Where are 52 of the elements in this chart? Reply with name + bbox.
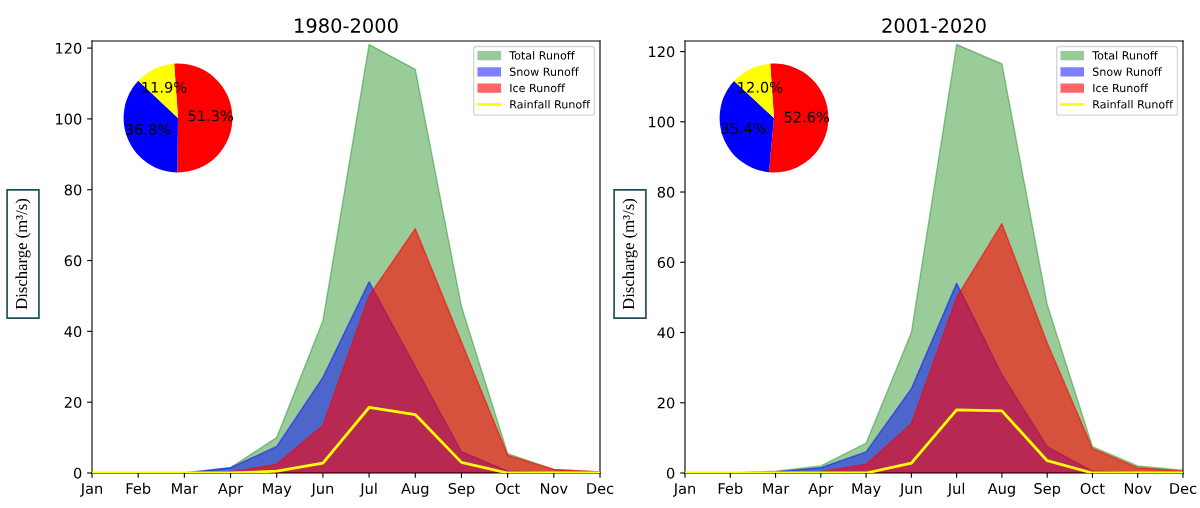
y-tick-label: 20 — [657, 397, 675, 409]
y-tick-label: 0 — [666, 467, 675, 479]
x-tick-label: Apr — [808, 483, 834, 497]
y-tick-label: 100 — [649, 116, 675, 128]
y-tick-label: 80 — [64, 184, 82, 196]
legend-label: Total Runoff — [1092, 51, 1158, 60]
x-tick-label: Jul — [359, 482, 377, 497]
legend-label: Ice Runoff — [510, 83, 566, 93]
x-tick-label: Nov — [1124, 483, 1152, 495]
x-tick-label: Apr — [218, 483, 244, 497]
legend-label: Total Runoff — [509, 51, 575, 60]
x-tick-label: Dec — [1170, 483, 1197, 495]
y-tick-label: 120 — [56, 42, 82, 54]
data-label: 35.4% — [721, 122, 766, 134]
legend-label: Snow Runoff — [1092, 67, 1162, 76]
chart-title: 1980-2000 — [295, 18, 398, 33]
legend-label: Rainfall Runoff — [1093, 99, 1174, 109]
legend-label: Snow Runoff — [509, 67, 579, 76]
chart-title: 2001-2020 — [882, 18, 986, 33]
x-tick-label: May — [263, 483, 292, 497]
y-tick-label: 60 — [657, 256, 675, 269]
y-axis-title: Discharge (m³/s) — [15, 198, 31, 310]
x-tick-label: Mar — [172, 483, 199, 495]
y-tick-label: 40 — [657, 327, 675, 339]
x-tick-label: Aug — [401, 483, 429, 497]
y-tick-label: 80 — [657, 186, 675, 198]
y-axis-title: Discharge (m³/s) — [622, 198, 638, 310]
x-tick-label: Feb — [718, 482, 743, 495]
data-label: 36.8% — [125, 124, 171, 136]
x-tick-label: Aug — [987, 483, 1015, 497]
y-tick-label: 120 — [649, 46, 675, 58]
y-tick-label: 40 — [64, 326, 82, 338]
x-tick-label: Jul — [947, 482, 965, 497]
x-tick-label: Oct — [1080, 482, 1105, 495]
x-tick-label: Jun — [899, 483, 922, 497]
x-tick-label: Sep — [448, 482, 475, 497]
x-tick-label: Mar — [763, 483, 790, 495]
y-tick-label: 100 — [56, 113, 82, 125]
legend-label: Ice Runoff — [1093, 83, 1149, 93]
x-tick-label: Dec — [587, 483, 614, 495]
y-tick-label: 20 — [64, 396, 82, 408]
x-tick-label: Nov — [541, 483, 568, 495]
x-tick-label: Jan — [80, 483, 102, 497]
legend-label: Rainfall Runoff — [510, 99, 591, 109]
x-tick-label: Sep — [1034, 482, 1061, 497]
x-tick-label: Feb — [126, 482, 151, 495]
y-tick-label: 60 — [64, 255, 82, 267]
x-tick-label: Jun — [310, 483, 334, 497]
x-tick-label: Oct — [495, 482, 520, 495]
y-tick-label: 0 — [73, 467, 82, 479]
x-tick-label: Jan — [673, 483, 695, 497]
x-tick-label: May — [852, 483, 881, 497]
